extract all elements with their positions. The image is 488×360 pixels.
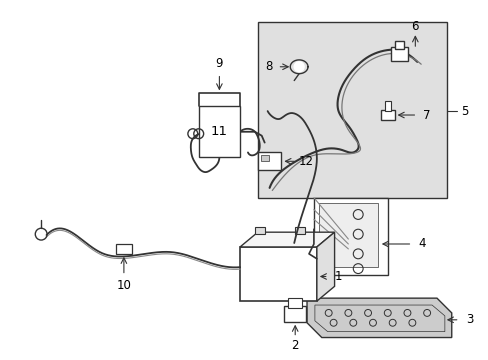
Text: 10: 10 [116,279,131,292]
Bar [313,198,387,275]
Bar [384,101,390,111]
Text: 7: 7 [423,108,430,122]
Text: 8: 8 [264,60,272,73]
Bar [284,306,305,322]
Text: 4: 4 [418,238,425,251]
Bar [254,227,264,234]
Bar [240,247,316,301]
Bar [257,152,281,170]
Text: 2: 2 [291,339,298,352]
Polygon shape [306,298,451,338]
Polygon shape [240,232,334,247]
Bar [390,47,407,61]
Text: 5: 5 [460,105,468,118]
Polygon shape [316,232,334,301]
Bar [260,156,268,161]
Bar [257,22,446,198]
Bar [394,41,404,49]
Text: 3: 3 [465,313,472,326]
Bar [288,298,302,308]
Text: 12: 12 [298,155,313,168]
Circle shape [294,62,304,72]
Bar [116,244,131,254]
Bar [295,227,305,234]
Bar [380,110,394,120]
Bar [198,106,240,157]
Text: 1: 1 [334,270,342,283]
Text: 11: 11 [210,125,227,138]
Bar [318,203,377,267]
Text: 6: 6 [411,20,418,33]
Text: 9: 9 [215,57,223,70]
